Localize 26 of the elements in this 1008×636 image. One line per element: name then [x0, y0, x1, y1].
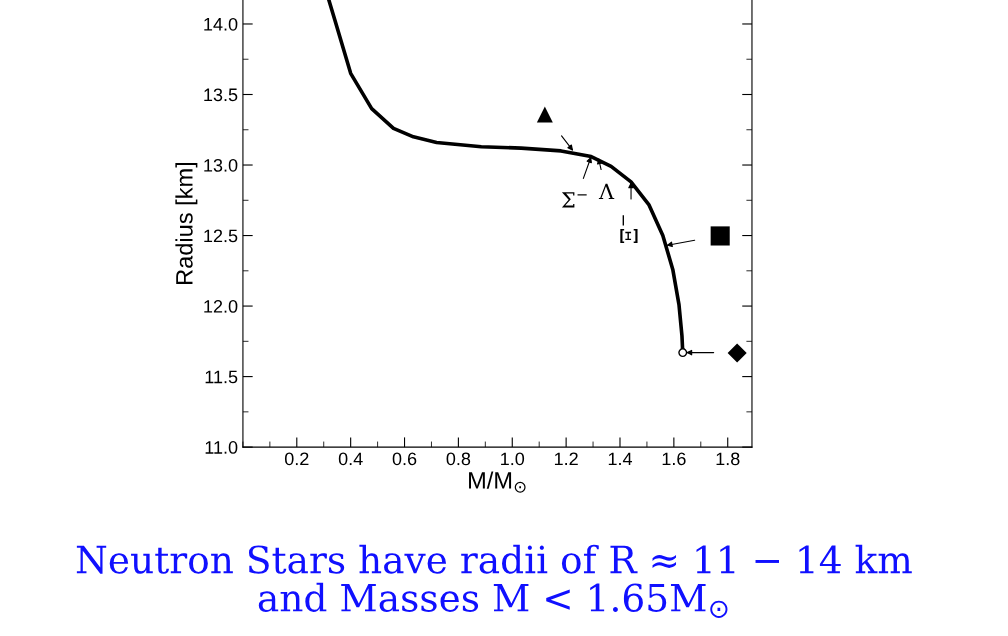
- x-tick-label: 1.4: [608, 452, 633, 466]
- x-tick-label: 1.6: [662, 452, 686, 466]
- y-tick-label: 12.0: [204, 300, 238, 313]
- x-tick-label: 1.8: [716, 452, 740, 466]
- annotation: ▲: [536, 106, 553, 123]
- y-tick-label: 13.0: [204, 158, 238, 172]
- x-tick-label: 1.2: [554, 452, 578, 466]
- x-tick-label: 1.0: [501, 452, 525, 466]
- x-tick-label: 0.2: [284, 452, 309, 466]
- y-tick-label: 12.5: [204, 229, 238, 243]
- y-tick-label: 13.5: [204, 88, 238, 102]
- y-tick-label: 11.0: [205, 441, 238, 454]
- annotation: Λ: [598, 183, 615, 199]
- text: and Masses M < 1.65M$_{⊙}$: [258, 582, 728, 618]
- y-tick-label: 11.5: [205, 370, 238, 384]
- x-axis-title: M/M$_{⊙}$: [469, 471, 526, 493]
- annotation: Ξ$^{−}$: [620, 215, 638, 243]
- x-tick-label: 0.8: [446, 452, 471, 466]
- annotation: ■: [710, 226, 730, 246]
- x-tick-label: 0.4: [338, 452, 363, 466]
- y-tick-label: 14.0: [204, 17, 238, 31]
- y-axis-title: Radius [km]: [175, 162, 198, 284]
- text: Neutron Stars have radii of R ≈ 11 − 14 km: [76, 544, 912, 574]
- annotation: ◆: [727, 343, 747, 363]
- annotation: Σ$^{−}$: [561, 192, 587, 208]
- x-tick-label: 0.6: [392, 452, 417, 466]
